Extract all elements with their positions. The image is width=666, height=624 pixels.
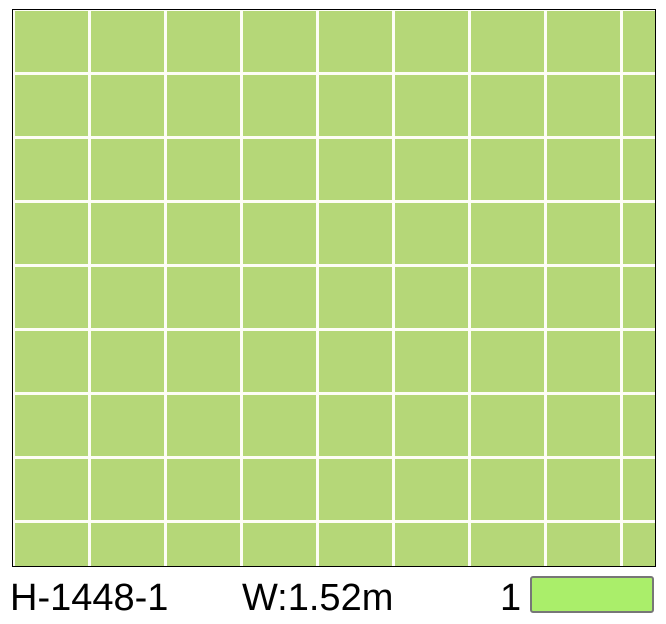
tile — [471, 331, 544, 392]
tile — [471, 203, 544, 264]
tile — [167, 75, 240, 136]
tile — [319, 331, 392, 392]
tile — [167, 331, 240, 392]
tile — [15, 11, 88, 72]
tile — [547, 267, 620, 328]
tile — [243, 459, 316, 520]
tile — [15, 395, 88, 456]
tile — [623, 203, 655, 264]
tile — [15, 75, 88, 136]
tile — [167, 395, 240, 456]
tile — [547, 75, 620, 136]
tile — [91, 203, 164, 264]
tile — [395, 267, 468, 328]
tile — [319, 395, 392, 456]
tile — [15, 459, 88, 520]
tile — [319, 459, 392, 520]
tile — [471, 395, 544, 456]
tile — [623, 11, 655, 72]
tile — [167, 523, 240, 566]
tile — [547, 395, 620, 456]
tile — [167, 203, 240, 264]
tile — [91, 267, 164, 328]
tile — [471, 459, 544, 520]
pattern-preview — [12, 9, 656, 567]
tile — [623, 523, 655, 566]
tile — [471, 523, 544, 566]
tile — [91, 523, 164, 566]
tile — [319, 267, 392, 328]
tile — [243, 395, 316, 456]
tile-grid — [13, 10, 655, 566]
tile — [319, 11, 392, 72]
tile — [395, 395, 468, 456]
tile — [243, 139, 316, 200]
tile — [91, 75, 164, 136]
tile — [91, 139, 164, 200]
tile — [547, 331, 620, 392]
tile — [547, 203, 620, 264]
tile — [167, 267, 240, 328]
product-width: W:1.52m — [242, 577, 394, 619]
tile — [547, 459, 620, 520]
tile — [623, 75, 655, 136]
tile — [167, 11, 240, 72]
tile — [319, 139, 392, 200]
tile — [395, 139, 468, 200]
tile — [91, 395, 164, 456]
tile — [15, 203, 88, 264]
tile — [319, 203, 392, 264]
tile — [243, 203, 316, 264]
tile — [15, 139, 88, 200]
tile — [319, 75, 392, 136]
tile — [15, 267, 88, 328]
tile — [167, 139, 240, 200]
tile — [243, 523, 316, 566]
tile — [91, 11, 164, 72]
color-swatch — [530, 576, 654, 613]
tile — [623, 395, 655, 456]
tile — [395, 331, 468, 392]
tile — [623, 331, 655, 392]
tile — [471, 75, 544, 136]
tile — [395, 203, 468, 264]
tile — [547, 523, 620, 566]
tile — [15, 523, 88, 566]
tile — [15, 331, 88, 392]
product-code: H-1448-1 — [10, 577, 169, 619]
tile — [471, 11, 544, 72]
tile — [243, 75, 316, 136]
tile — [395, 459, 468, 520]
tile — [471, 139, 544, 200]
color-index: 1 — [500, 577, 522, 619]
tile — [91, 331, 164, 392]
tile — [91, 459, 164, 520]
tile — [547, 139, 620, 200]
tile — [395, 11, 468, 72]
tile — [243, 267, 316, 328]
tile — [623, 139, 655, 200]
tile — [623, 459, 655, 520]
tile — [623, 267, 655, 328]
tile — [395, 523, 468, 566]
tile — [167, 459, 240, 520]
tile — [319, 523, 392, 566]
tile — [547, 11, 620, 72]
tile — [471, 267, 544, 328]
tile — [243, 11, 316, 72]
tile — [243, 331, 316, 392]
tile — [395, 75, 468, 136]
